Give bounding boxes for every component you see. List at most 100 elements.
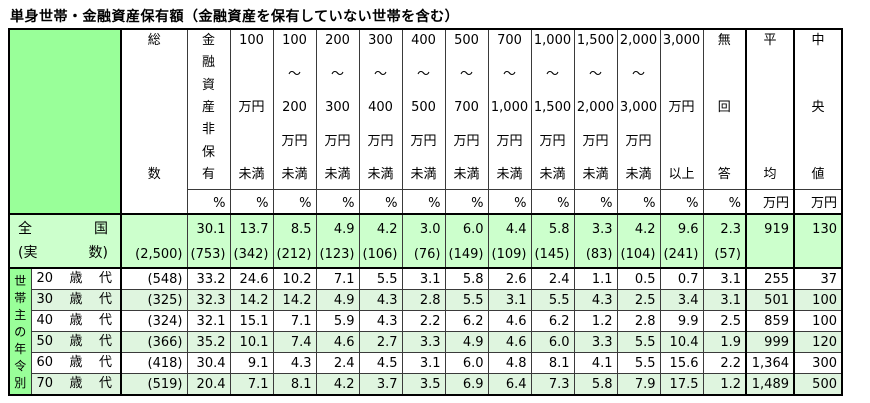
unit-cell: % (401, 188, 446, 215)
value-cell: 5.5 (616, 331, 661, 353)
value-cell: 9.1 (229, 352, 274, 374)
value-cell: 4.5 (358, 352, 403, 374)
label-part: 代 (98, 355, 112, 370)
national-count: (241) (663, 247, 699, 262)
value-cell: 0.7 (659, 267, 704, 290)
national-cell-average: 919 (745, 213, 795, 269)
text-line: 世 (14, 273, 27, 288)
unit-cell: % (659, 188, 704, 215)
age-label: 30 歳代 (36, 291, 113, 310)
age-row-label: 60 歳代 (30, 352, 122, 374)
national-cell: 4.9 (123) (315, 213, 360, 269)
value-cell: 32.1 (186, 310, 231, 332)
text-line: 400 (411, 33, 436, 48)
text-line: 未満 (539, 167, 566, 182)
value-cell: 10.1 (229, 331, 274, 353)
unit-cell: % (315, 188, 360, 215)
national-count (796, 243, 837, 266)
corner-header-cell (8, 28, 122, 215)
text-line: 未満 (496, 167, 523, 182)
national-count: (106) (362, 247, 398, 262)
text-line: 万円 (324, 133, 351, 149)
text-line: 万円 (496, 133, 523, 149)
value-cell: 4.3 (573, 289, 618, 311)
value-cell: 100 (793, 310, 843, 332)
national-count: (76) (413, 247, 441, 262)
value-cell: 9.9 (659, 310, 704, 332)
age-label: 70 歳代 (37, 374, 113, 394)
data-table: 総数 金融資産非保有 100 万円 未満 100 〜 200 万円 未満 200 〜 300 万円… (8, 28, 843, 396)
value-cell: 24.6 (229, 267, 274, 290)
national-cell: 6.0 (149) (444, 213, 489, 269)
national-cell: 8.5 (212) (272, 213, 317, 269)
value-cell: 3.3 (401, 331, 446, 353)
value-cell: 3.3 (573, 331, 618, 353)
text-line: 1,500 (576, 33, 615, 48)
text-line: 令 (14, 358, 27, 373)
unit-cell: % (573, 188, 618, 215)
unit-cell: % (186, 188, 231, 215)
value-cell: 2.4 (315, 352, 360, 374)
value-cell: 7.1 (229, 373, 274, 396)
national-cell-total: (2,500) (120, 213, 188, 269)
text-line: 別 (14, 375, 27, 390)
age-label: 50 歳代 (37, 333, 113, 352)
col-header-average: 平均 (745, 28, 795, 190)
unit-cell: % (358, 188, 403, 215)
value-cell: 7.9 (616, 373, 661, 396)
national-pct: 30.1 (196, 222, 226, 237)
text-line: 中 (811, 33, 825, 48)
col-header-lines: 無回答 (706, 34, 744, 182)
text-line: 無 (717, 33, 731, 48)
value-cell: 2.8 (401, 289, 446, 311)
label-part: 70 (36, 376, 54, 391)
col-header-1000-1500: 1,000 〜 1,500 万円 未満 (530, 28, 575, 190)
text-line: 万円 (453, 133, 480, 149)
value-cell: 5.5 (616, 352, 661, 374)
value-cell: 37 (793, 267, 843, 290)
col-header-lines: 3,000 万円 以上 (663, 34, 701, 182)
age-row-label: 70 歳代 (30, 373, 122, 396)
national-label-line1: 全国 (18, 217, 108, 241)
national-pct: 4.2 (634, 222, 656, 237)
unit-cell: % (487, 188, 532, 215)
value-cell: 4.6 (487, 310, 532, 332)
text-line: 産 (201, 99, 215, 115)
value-cell: 2.8 (616, 310, 661, 332)
value-cell: 8.1 (530, 352, 575, 374)
value-cell: 10.4 (659, 331, 704, 353)
national-count: (83) (585, 247, 613, 262)
text-line: 未満 (367, 167, 394, 182)
value-cell: 5.9 (315, 310, 360, 332)
col-header-lines: 500 〜 700 万円 未満 (448, 34, 486, 182)
value-cell: 17.5 (659, 373, 704, 396)
national-cell: 13.7 (342) (229, 213, 274, 269)
text-line: 万円 (625, 133, 652, 149)
unit-cell: % (530, 188, 575, 215)
value-cell: 2.5 (702, 310, 747, 332)
col-header-2000-3000: 2,000 〜 3,000 万円 未満 (616, 28, 661, 190)
national-cell: 5.8 (145) (530, 213, 575, 269)
text-line: 700 (454, 100, 479, 115)
value-cell: 859 (745, 310, 795, 332)
value-cell: 6.2 (530, 310, 575, 332)
col-header-lines: 2,000 〜 3,000 万円 未満 (620, 34, 658, 182)
national-count: (109) (491, 247, 527, 262)
label-part: 30 (36, 292, 54, 307)
text-line: の (14, 324, 27, 339)
unit-cell: % (272, 188, 317, 215)
label-char: 全 (18, 221, 32, 237)
col-header-median: 中央値 (793, 28, 843, 190)
unit-cell: 万円 (793, 188, 843, 215)
value-cell: 300 (793, 352, 843, 374)
value-cell: 4.6 (315, 331, 360, 353)
label-part: 代 (98, 313, 112, 328)
text-line: 〜 (502, 66, 516, 82)
value-cell: 2.7 (358, 331, 403, 353)
col-header-lines: 総数 (124, 34, 185, 182)
national-pct: 919 (764, 222, 789, 237)
value-cell: (548) (120, 267, 188, 290)
col-header-lines: 100 万円 未満 (233, 34, 271, 182)
value-cell: 100 (793, 289, 843, 311)
national-pct: 3.3 (591, 222, 613, 237)
